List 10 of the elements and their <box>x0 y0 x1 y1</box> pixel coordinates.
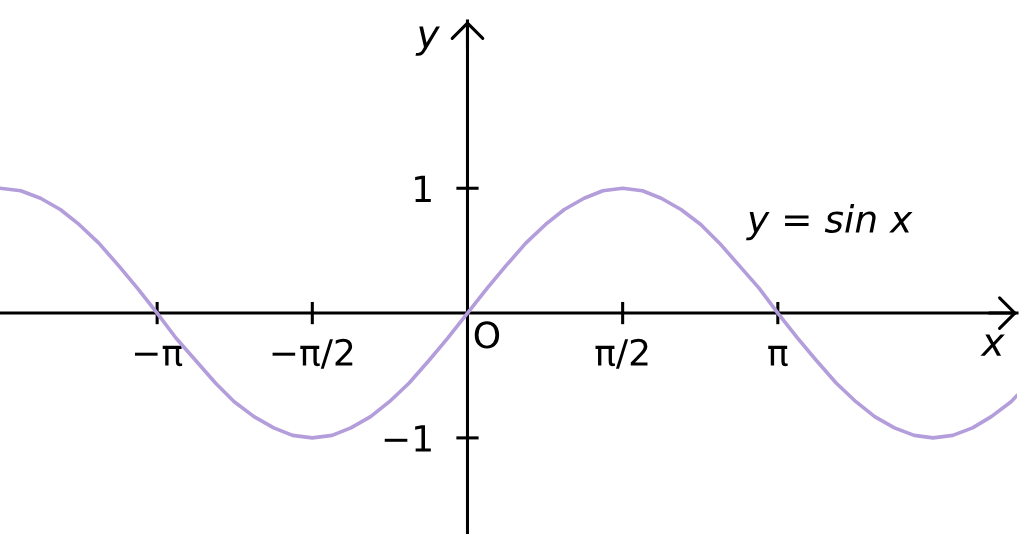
x-tick-label: −π/2 <box>272 338 353 369</box>
y-tick-label: 1 <box>415 175 431 202</box>
y-tick-label: −1 <box>384 425 431 452</box>
y-axis-title: y <box>415 26 440 56</box>
x-axis-title: x <box>980 334 1005 356</box>
x-tick-label: −π <box>134 345 183 367</box>
x-tick-label: π <box>768 345 788 367</box>
series-label: y = sin x <box>746 203 913 241</box>
annotation: O <box>474 321 500 349</box>
x-tick-label: π/2 <box>595 338 648 369</box>
